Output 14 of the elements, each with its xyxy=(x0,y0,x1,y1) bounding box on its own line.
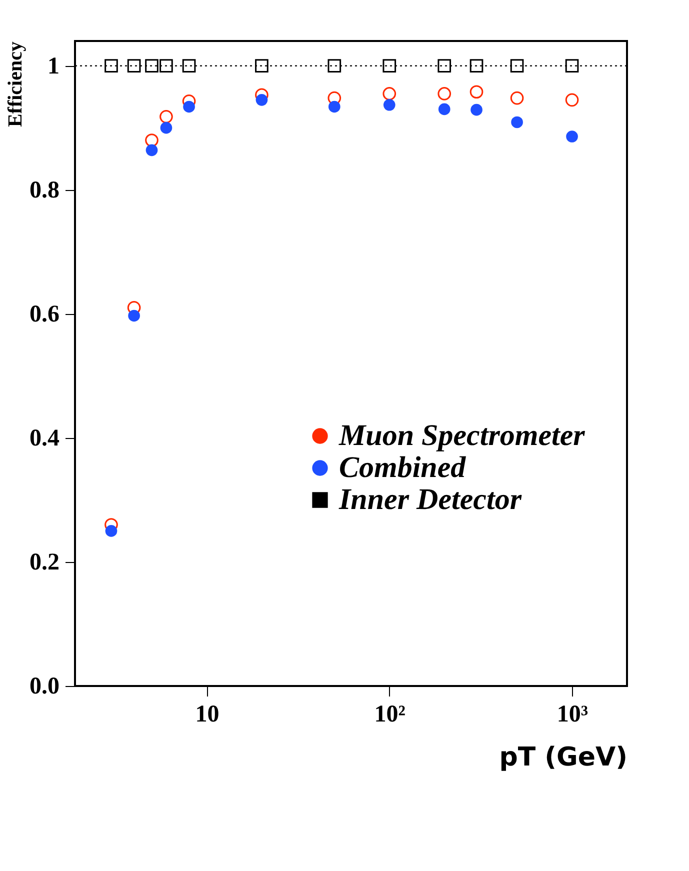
y-tick-label: 0.4 xyxy=(30,425,60,452)
y-tick-label: 0.6 xyxy=(30,301,60,328)
x-axis-title: pT (GeV) xyxy=(499,742,628,772)
x-tick-label: 10² xyxy=(374,702,406,728)
x-tick-label: 10 xyxy=(195,702,220,728)
legend-label: Muon Spectrometer xyxy=(338,419,586,452)
x-tick-label: 10³ xyxy=(556,702,588,728)
y-axis-title: Efficiency xyxy=(4,42,26,128)
y-tick-label: 1 xyxy=(48,53,60,80)
legend-label: Combined xyxy=(339,451,467,484)
y-tick-label: 0.2 xyxy=(30,549,60,576)
y-tick-label: 0.8 xyxy=(30,177,60,204)
legend-label: Inner Detector xyxy=(338,483,522,516)
y-tick-label: 0.0 xyxy=(30,674,60,700)
